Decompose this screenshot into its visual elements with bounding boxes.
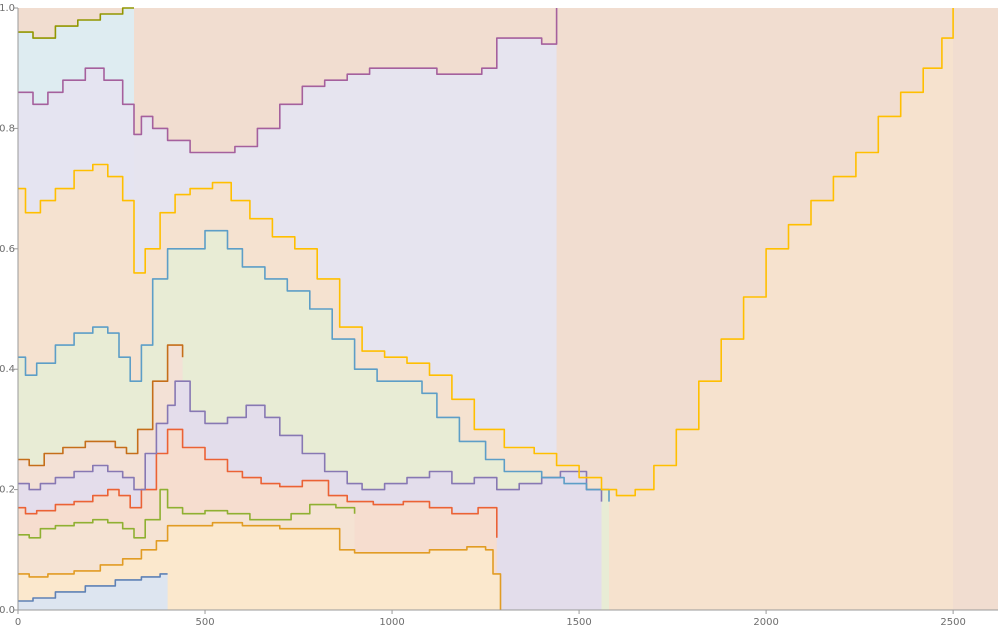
x-tick-label: 500 (195, 617, 214, 628)
plot-area (18, 7, 998, 610)
x-tick-label: 0 (15, 617, 21, 628)
series-line-1 (18, 521, 502, 610)
y-tick-label: 0.6 (0, 244, 15, 255)
x-axis: 0 500 1000 1500 2000 2500 (15, 609, 998, 628)
y-tick-label: 0.8 (0, 123, 15, 134)
y-tick-label: 0.0 (0, 605, 15, 616)
y-axis: 0.0 0.2 0.4 0.6 0.8 1.0 (0, 3, 19, 616)
area-band-0 (18, 573, 168, 610)
series-line-6 (18, 229, 610, 502)
x-tick-label: 1000 (379, 617, 404, 628)
y-tick-label: 1.0 (0, 3, 15, 14)
x-tick-label: 2000 (753, 617, 778, 628)
series-line-9 (18, 7, 134, 39)
series-line-3 (18, 428, 498, 538)
x-tick-label: 1500 (566, 617, 591, 628)
series-line-4 (18, 380, 603, 502)
y-tick-label: 0.4 (0, 364, 15, 375)
series-line-5 (18, 344, 184, 467)
series-line-7 (18, 8, 954, 497)
series-line-2 (18, 488, 356, 539)
series-line-0 (18, 573, 168, 602)
series-line-8 (18, 8, 558, 154)
y-tick-label: 0.2 (0, 485, 15, 496)
x-tick-label: 2500 (940, 617, 965, 628)
